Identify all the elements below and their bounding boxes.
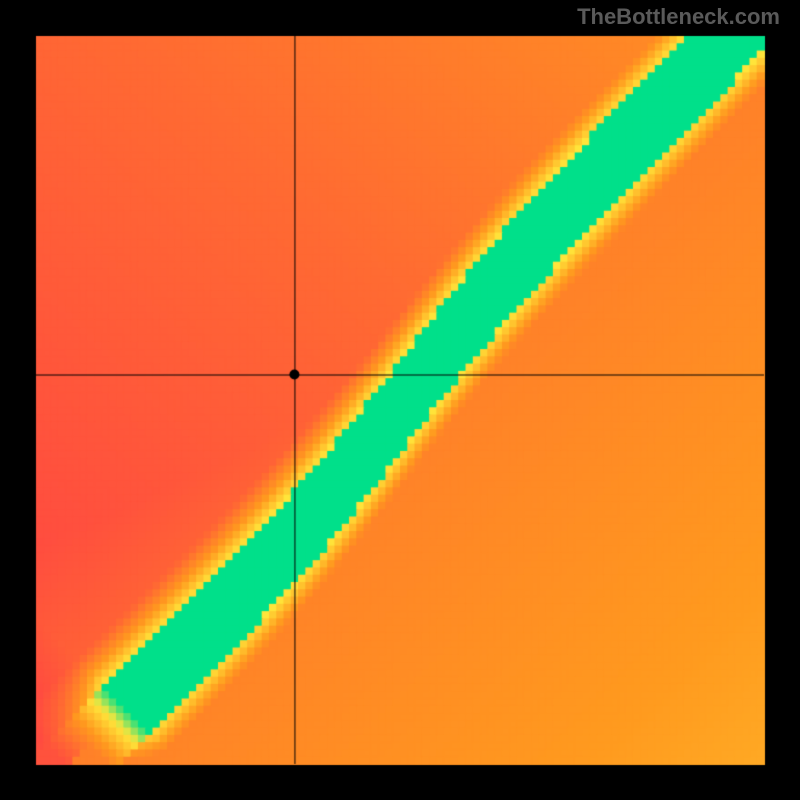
bottleneck-heatmap-canvas — [0, 0, 800, 800]
bottleneck-heatmap-container: TheBottleneck.com — [0, 0, 800, 800]
watermark-text: TheBottleneck.com — [577, 4, 780, 30]
